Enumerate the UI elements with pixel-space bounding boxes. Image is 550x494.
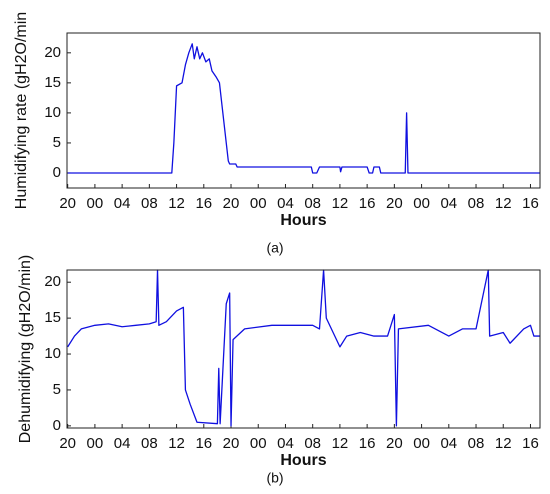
x-tick-label: 12 — [332, 195, 349, 212]
x-tick-label: 04 — [440, 195, 457, 212]
x-tick-label: 08 — [468, 435, 485, 452]
y-tick-label: 0 — [53, 417, 61, 434]
y-axis-label: Dehumidifying (gH2O/min) — [17, 255, 34, 444]
x-tick-label: 00 — [413, 435, 430, 452]
x-axis-label: Hours — [280, 452, 326, 469]
x-tick-label: 20 — [386, 195, 403, 212]
y-tick-label: 5 — [53, 134, 61, 151]
x-tick-label: 12 — [168, 435, 185, 452]
x-tick-label: 16 — [359, 435, 376, 452]
x-tick-label: 00 — [250, 435, 267, 452]
y-tick-label: 15 — [44, 309, 61, 326]
x-tick-label: 16 — [195, 435, 212, 452]
x-tick-label: 08 — [141, 195, 158, 212]
y-tick-label: 20 — [44, 273, 61, 290]
data-line — [67, 43, 540, 174]
x-tick-label: 16 — [195, 195, 212, 212]
x-tick-label: 04 — [114, 435, 131, 452]
y-tick-label: 10 — [44, 345, 61, 362]
x-axis-label: Hours — [280, 212, 326, 229]
x-tick-label: 12 — [332, 435, 349, 452]
x-tick-label: 20 — [59, 435, 76, 452]
y-tick-label: 15 — [44, 74, 61, 91]
x-tick-label: 20 — [223, 195, 240, 212]
y-axis-label: Humidifying rate (gH2O/min — [13, 12, 30, 209]
x-tick-label: 04 — [277, 195, 294, 212]
x-tick-label: 04 — [440, 435, 457, 452]
x-tick-label: 00 — [87, 435, 104, 452]
caption: (a) — [266, 240, 283, 256]
data-line — [67, 269, 540, 427]
y-tick-label: 5 — [53, 381, 61, 398]
x-tick-label: 16 — [522, 195, 539, 212]
x-tick-label: 00 — [250, 195, 267, 212]
x-tick-label: 08 — [304, 435, 321, 452]
x-tick-label: 04 — [277, 435, 294, 452]
y-tick-label: 10 — [44, 104, 61, 121]
x-tick-label: 12 — [495, 195, 512, 212]
x-tick-label: 00 — [413, 195, 430, 212]
x-tick-label: 12 — [168, 195, 185, 212]
x-tick-label: 20 — [386, 435, 403, 452]
plot-frame — [66, 269, 541, 429]
x-tick-label: 16 — [359, 195, 376, 212]
x-tick-label: 08 — [141, 435, 158, 452]
x-tick-label: 00 — [87, 195, 104, 212]
x-tick-label: 20 — [59, 195, 76, 212]
x-tick-label: 08 — [304, 195, 321, 212]
x-tick-label: 04 — [114, 195, 131, 212]
y-tick-label: 20 — [44, 44, 61, 61]
x-tick-label: 12 — [495, 435, 512, 452]
x-tick-label: 16 — [522, 435, 539, 452]
x-tick-label: 20 — [223, 435, 240, 452]
y-tick-label: 0 — [53, 164, 61, 181]
plot-frame — [66, 32, 541, 189]
x-tick-label: 08 — [468, 195, 485, 212]
caption: (b) — [266, 470, 283, 486]
